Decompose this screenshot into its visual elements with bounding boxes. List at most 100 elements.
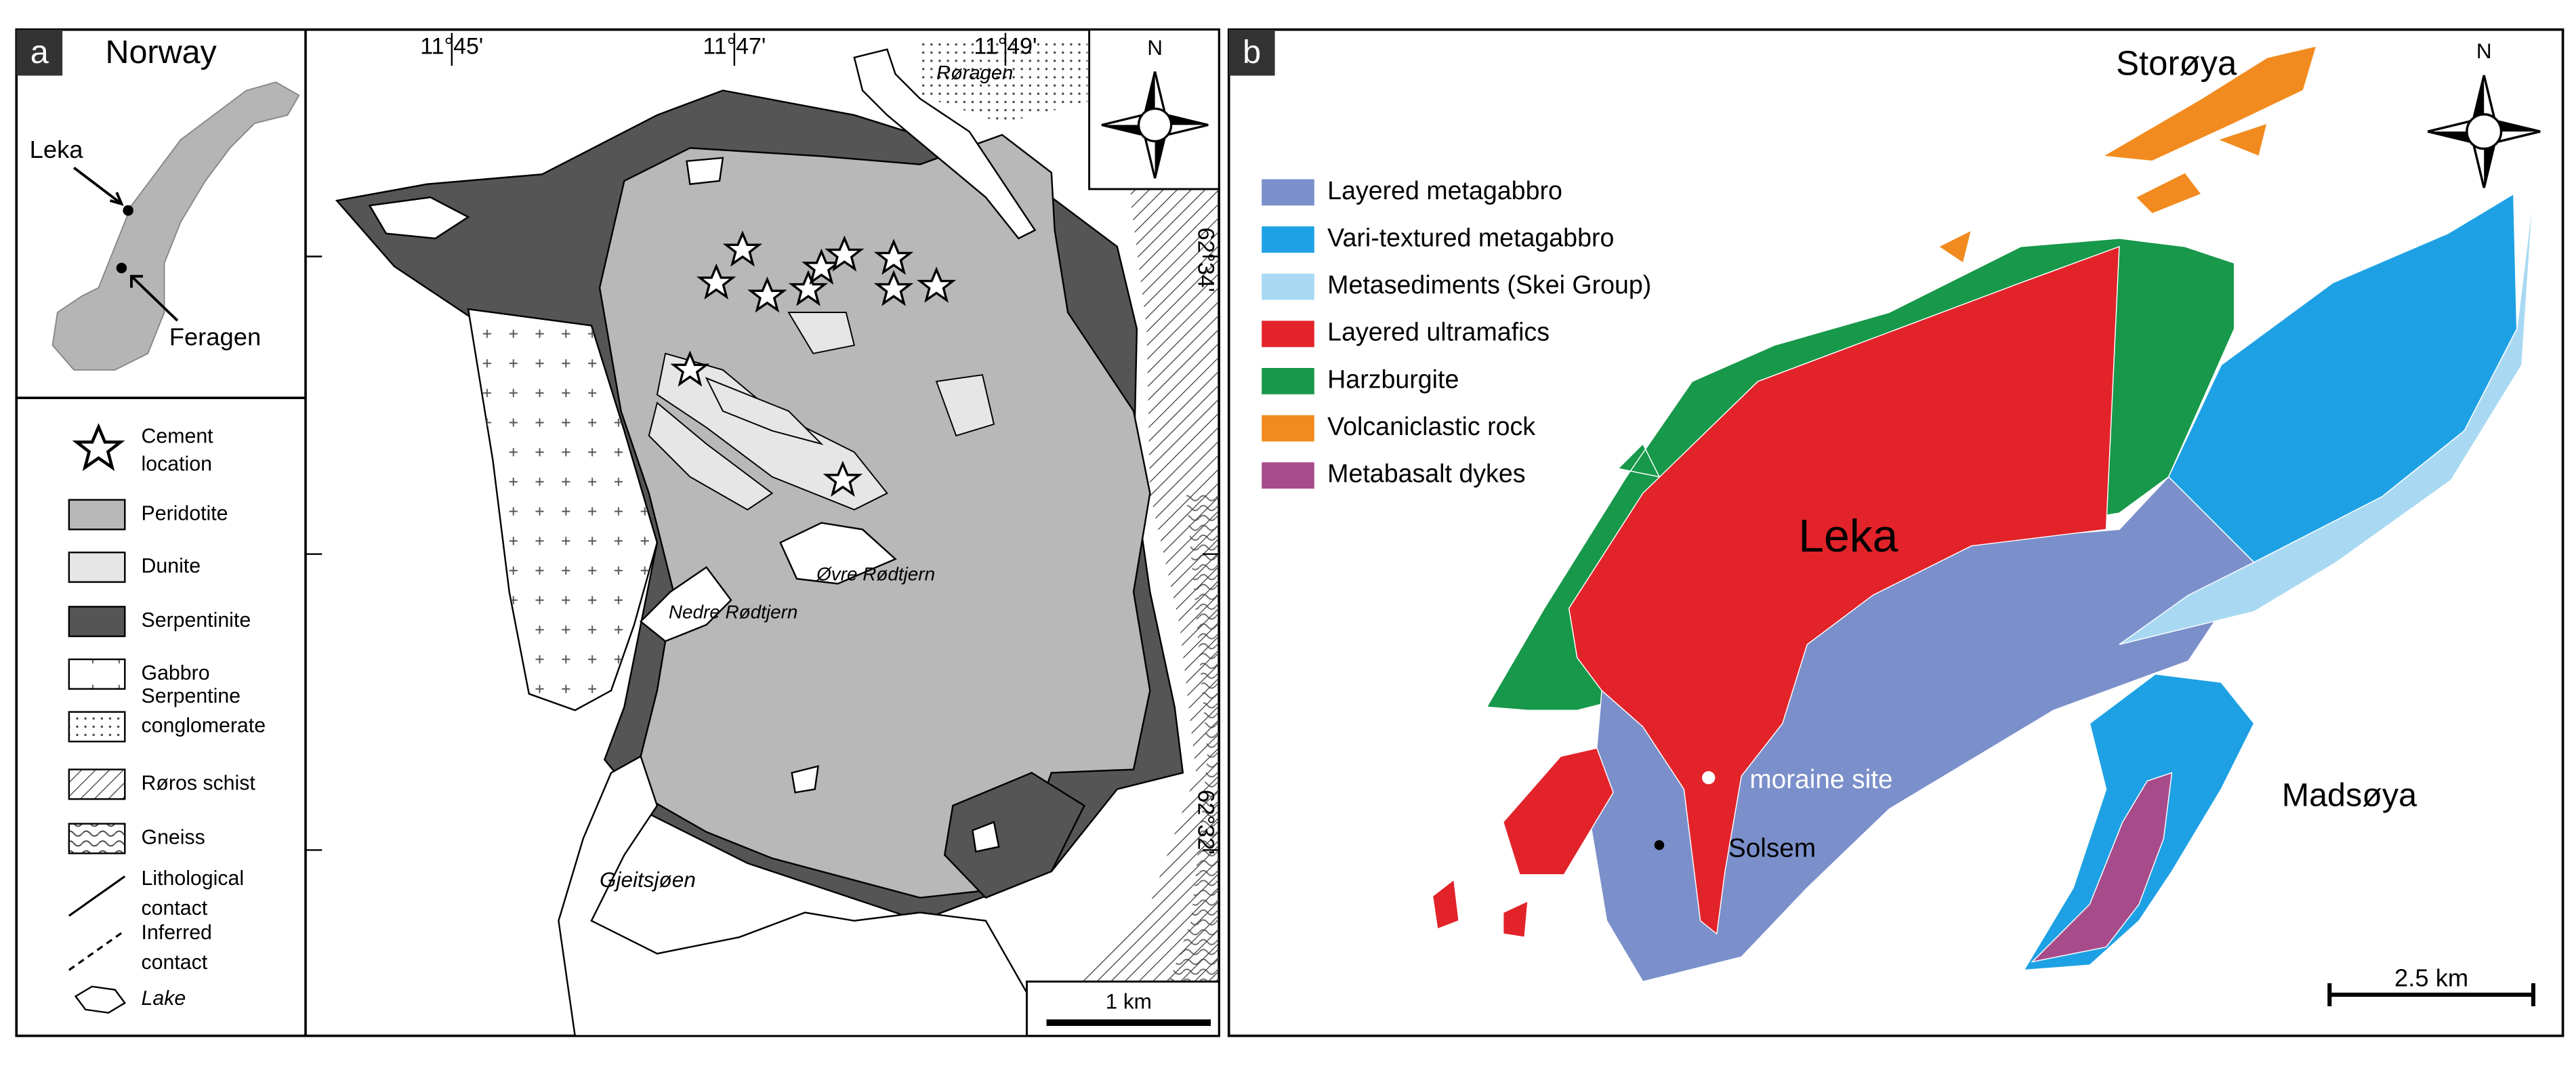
inset-place: Feragen bbox=[169, 323, 261, 350]
panel-label-box bbox=[1228, 29, 1275, 76]
scale-bar bbox=[2327, 983, 2535, 1006]
map-shape bbox=[943, 772, 1085, 899]
north-label: N bbox=[1147, 35, 1163, 60]
legend-label: Peridotite bbox=[142, 502, 228, 524]
place-name: Røragen bbox=[936, 62, 1013, 84]
legend-label: Lithological bbox=[142, 867, 245, 890]
legend-label: Metabasalt dykes bbox=[1327, 459, 1525, 488]
legend-label: Volcaniclastic rock bbox=[1327, 412, 1535, 440]
legend-label: Cement bbox=[142, 425, 214, 447]
map-shape bbox=[919, 41, 1088, 123]
legend-label: contact bbox=[142, 897, 208, 920]
map-shape bbox=[558, 755, 1053, 1037]
map-shape bbox=[68, 711, 126, 743]
map-shape bbox=[68, 552, 126, 583]
place-dot bbox=[123, 205, 133, 216]
map-shape bbox=[598, 133, 1151, 899]
legend-label: Metasediments (Skei Group) bbox=[1327, 270, 1651, 299]
map-shape bbox=[779, 522, 897, 585]
map-shape bbox=[68, 768, 126, 800]
legend-label: Gneiss bbox=[142, 826, 205, 848]
legend-label: Harzburgite bbox=[1327, 365, 1459, 393]
map-shape bbox=[68, 658, 126, 690]
moraine-dot bbox=[1702, 770, 1716, 785]
legend-swatch bbox=[1262, 273, 1314, 300]
place-name: Gjeitsjøen bbox=[600, 867, 696, 892]
coordinate-ticks bbox=[306, 33, 1220, 851]
place-name: Storøya bbox=[2116, 43, 2237, 82]
map-shape bbox=[68, 499, 126, 531]
map-shape bbox=[853, 48, 1037, 240]
map-shape bbox=[639, 566, 732, 642]
north-label: N bbox=[2476, 39, 2492, 63]
map-shape bbox=[972, 821, 1000, 853]
rock-unit bbox=[1937, 45, 2317, 264]
arrow bbox=[130, 274, 179, 322]
scale-label: 1 km bbox=[1106, 989, 1152, 1013]
longitude-label: 11°45' bbox=[420, 33, 483, 59]
panel-b: Storøya Leka Madsøya moraine site Solsem… bbox=[1227, 28, 2564, 1037]
legend-swatch bbox=[1262, 321, 1314, 348]
map-shape bbox=[74, 985, 127, 1014]
legend-label: Vari-textured metagabbro bbox=[1327, 223, 1614, 251]
rock-unit bbox=[1568, 245, 2120, 935]
legend-label: Layered ultramafics bbox=[1327, 318, 1550, 346]
map-shape bbox=[368, 196, 470, 240]
map-shape bbox=[1035, 66, 1220, 1036]
inset-place: Leka bbox=[30, 136, 84, 163]
legend-label: Gabbro bbox=[142, 662, 210, 684]
geology-map-a bbox=[335, 41, 1220, 1037]
place-name: Øvre Rødtjern bbox=[816, 564, 935, 585]
legend-label: Serpentine bbox=[142, 685, 241, 707]
place-dot bbox=[116, 262, 127, 274]
panel-label-box bbox=[16, 29, 63, 76]
legend-swatch bbox=[1262, 226, 1314, 253]
map-shape bbox=[68, 823, 126, 854]
latitude-label: 62°32' bbox=[1192, 789, 1218, 854]
place-name: Solsem bbox=[1728, 834, 1816, 863]
place-name: Nedre Rødtjern bbox=[669, 601, 797, 622]
place-name: moraine site bbox=[1749, 765, 1892, 794]
solsem-dot bbox=[1654, 840, 1665, 850]
map-shape bbox=[787, 312, 856, 354]
norway-shape bbox=[51, 81, 300, 371]
legend-label: conglomerate bbox=[142, 714, 266, 737]
legend-swatch bbox=[1262, 415, 1314, 442]
scale-box bbox=[1026, 981, 1220, 1037]
legend-label: location bbox=[142, 453, 212, 476]
map-shape bbox=[686, 157, 724, 186]
geology-map-b bbox=[1432, 45, 2534, 983]
map-shape bbox=[705, 377, 824, 445]
map-shape bbox=[791, 765, 819, 793]
legend-label: Inferred bbox=[142, 922, 212, 944]
map-shape bbox=[648, 401, 774, 511]
panel-label: b bbox=[1243, 34, 1261, 70]
legend-swatch bbox=[1262, 179, 1314, 206]
panel-a: 11°45' 11°47' 11°49' 62°34' 62°32' Rørag… bbox=[15, 28, 1220, 1037]
latitude-label: 62°34' bbox=[1192, 228, 1218, 293]
legend-label: Dunite bbox=[142, 555, 201, 577]
legend-swatch bbox=[1262, 368, 1314, 394]
map-shape bbox=[68, 606, 126, 638]
panel-label: a bbox=[30, 34, 49, 70]
arrow bbox=[72, 166, 124, 206]
legend-swatch bbox=[1262, 462, 1314, 489]
rock-unit bbox=[2119, 194, 2534, 645]
scale-label: 2.5 km bbox=[2394, 964, 2468, 992]
legend-label: Layered metagabbro bbox=[1327, 176, 1562, 205]
map-shape bbox=[68, 875, 126, 917]
legend-a: Cement location Peridotite Dunite Serpen… bbox=[68, 425, 266, 1014]
legend-label: Lake bbox=[142, 987, 186, 1010]
map-shape bbox=[468, 309, 657, 711]
rock-unit bbox=[1432, 747, 1614, 938]
legend-label: Serpentinite bbox=[142, 609, 251, 632]
legend-label: Røros schist bbox=[142, 772, 256, 794]
map-shape bbox=[935, 374, 995, 437]
place-name: Madsøya bbox=[2282, 777, 2417, 814]
inset-title: Norway bbox=[105, 34, 217, 70]
longitude-label: 11°49' bbox=[974, 33, 1037, 59]
rock-unit bbox=[2031, 772, 2173, 963]
legend-b: Layered metagabbro Vari-textured metagabb… bbox=[1262, 176, 1651, 489]
